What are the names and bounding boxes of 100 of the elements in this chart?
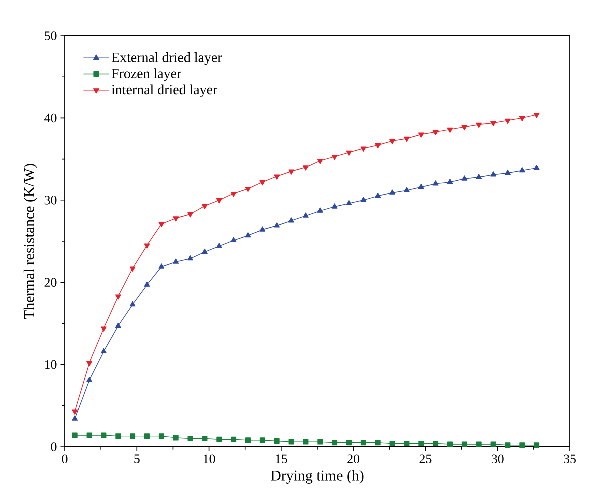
point: [390, 440, 396, 446]
point: [115, 322, 122, 328]
point: [130, 301, 136, 307]
point: [332, 154, 338, 160]
point: [144, 244, 150, 249]
point: [274, 174, 280, 180]
point: [130, 434, 136, 440]
point: [505, 118, 511, 124]
point: [447, 178, 454, 184]
point: [130, 266, 136, 272]
legend-label: internal dried layer: [112, 84, 218, 98]
point: [188, 212, 194, 218]
point: [476, 442, 482, 448]
y-tick-label: 10: [45, 360, 57, 370]
point: [246, 438, 251, 444]
point: [418, 132, 424, 138]
point: [318, 439, 324, 445]
point: [534, 442, 540, 448]
point: [375, 143, 382, 149]
point: [520, 442, 526, 448]
point: [260, 180, 266, 186]
point: [432, 130, 439, 136]
point: [375, 440, 381, 446]
point: [188, 436, 194, 442]
point: [505, 442, 511, 448]
x-tick-label: 30: [492, 454, 504, 464]
point: [288, 218, 294, 223]
y-tick-label: 30: [44, 196, 57, 205]
point: [375, 192, 382, 198]
point: [202, 436, 208, 442]
legend-label: Frozen layer: [112, 68, 182, 82]
point: [462, 125, 468, 131]
point: [86, 377, 92, 382]
point: [418, 440, 424, 446]
point: [173, 258, 180, 264]
point: [462, 442, 468, 448]
legend-label: External dried layer: [112, 52, 222, 66]
point: [360, 146, 367, 152]
x-tick-label: 0: [62, 454, 68, 464]
point: [447, 128, 454, 134]
point: [202, 248, 208, 254]
point: [490, 172, 496, 177]
point: [404, 187, 410, 192]
point: [332, 440, 338, 446]
point: [72, 432, 78, 438]
point: [231, 436, 237, 442]
point: [274, 222, 280, 228]
x-tick-label: 15: [276, 454, 288, 464]
point: [360, 197, 367, 202]
point: [346, 440, 352, 446]
x-tick-label: 35: [564, 454, 576, 464]
point: [448, 442, 453, 448]
point: [245, 187, 252, 192]
point: [144, 434, 150, 440]
x-axis-title: Drying time (h): [271, 470, 364, 484]
point: [433, 440, 439, 446]
point: [86, 432, 92, 438]
point: [245, 232, 252, 238]
y-tick-label: 0: [51, 442, 57, 452]
point: [158, 434, 164, 440]
point: [404, 136, 410, 142]
point: [462, 176, 468, 181]
point: [101, 348, 107, 354]
point: [490, 442, 496, 448]
point: [288, 170, 294, 175]
point: [303, 212, 309, 218]
point: [188, 255, 194, 261]
point: [519, 167, 526, 173]
point: [158, 264, 165, 269]
point: [332, 204, 338, 209]
x-tick-label: 5: [134, 454, 140, 464]
point: [303, 439, 309, 445]
y-axis-title: Thermal resistance (K/W): [24, 164, 38, 320]
point: [476, 122, 482, 128]
x-tick-label: 10: [204, 454, 216, 464]
point: [346, 150, 352, 156]
point: [476, 174, 482, 180]
point: [216, 198, 222, 204]
point: [360, 440, 366, 446]
point: [317, 159, 324, 164]
point: [158, 222, 165, 228]
point: [101, 326, 107, 332]
point: [260, 438, 266, 444]
point: [534, 165, 540, 170]
point: [202, 204, 208, 210]
point: [144, 282, 150, 287]
point: [101, 432, 107, 438]
point: [274, 438, 280, 444]
point: [404, 440, 410, 446]
point: [116, 434, 122, 440]
point: [346, 200, 352, 206]
point: [72, 410, 78, 415]
point: [390, 139, 396, 145]
x-tick-label: 20: [348, 454, 360, 464]
point: [230, 192, 237, 198]
point: [303, 166, 309, 171]
point: [390, 190, 396, 195]
point: [173, 216, 180, 222]
point: [418, 184, 424, 190]
point: [115, 294, 122, 300]
